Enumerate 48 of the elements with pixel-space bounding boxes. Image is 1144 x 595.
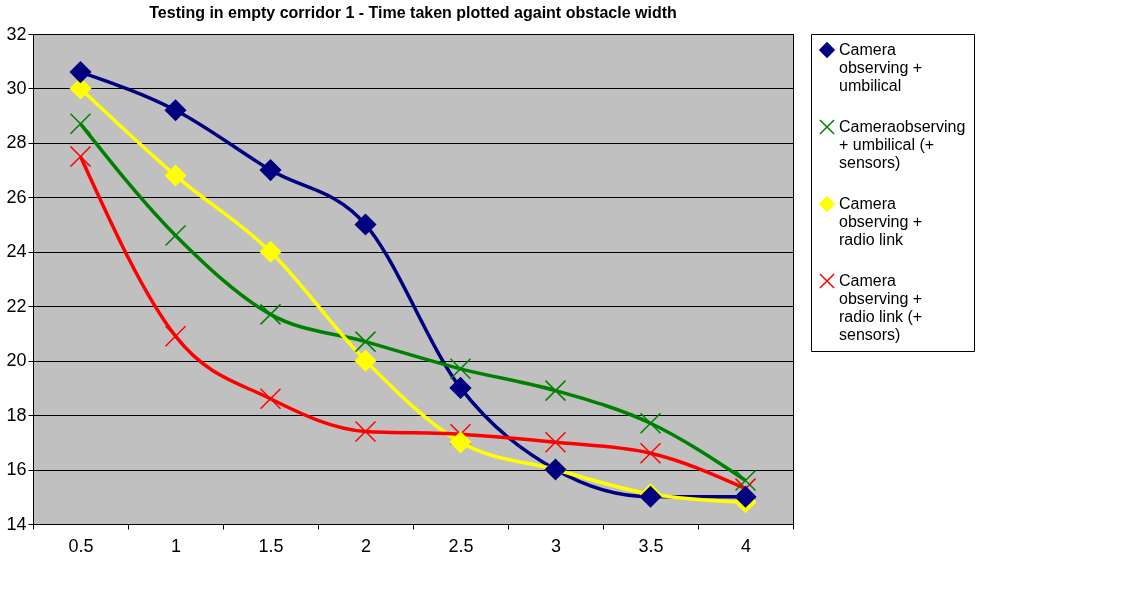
point xyxy=(354,330,377,353)
point xyxy=(544,431,567,454)
y-tick-label: 28 xyxy=(6,132,27,153)
point xyxy=(639,412,662,435)
point xyxy=(259,388,282,410)
point xyxy=(639,442,662,464)
point xyxy=(259,303,282,326)
x-tick-label: 3 xyxy=(550,535,562,556)
point xyxy=(449,431,472,454)
point xyxy=(164,325,187,347)
point xyxy=(259,241,282,263)
y-tick-label: 24 xyxy=(6,241,27,262)
x-tick-label: 3.5 xyxy=(638,535,664,556)
point xyxy=(449,358,472,380)
y-tick-label: 32 xyxy=(6,23,27,44)
legend-label: Camera observing + umbilical xyxy=(839,41,923,94)
point xyxy=(164,164,187,187)
y-tick-label: 26 xyxy=(6,186,27,207)
y-tick-label: 22 xyxy=(6,295,27,316)
y-tick-label: 30 xyxy=(6,77,27,98)
x-tick-label: 2 xyxy=(360,535,372,556)
chart-title: Testing in empty corridor 1 - Time taken plotted againt obstacle width xyxy=(149,4,677,21)
x-tick-label: 0.5 xyxy=(68,535,94,556)
y-tick-label: 14 xyxy=(6,513,27,534)
x-tick-label: 2.5 xyxy=(448,535,474,556)
point xyxy=(69,77,92,100)
point xyxy=(354,420,377,443)
point xyxy=(69,113,92,135)
legend-label: Camera observing + radio link (+ sensors) xyxy=(839,272,923,343)
y-tick-label: 18 xyxy=(6,404,27,425)
point xyxy=(259,159,282,181)
point xyxy=(544,379,567,402)
y-tick-label: 16 xyxy=(6,459,27,480)
point xyxy=(354,213,377,236)
x-tick-label: 4 xyxy=(740,535,752,556)
point xyxy=(449,423,472,445)
point xyxy=(69,61,92,83)
point xyxy=(449,377,472,399)
x-tick-label: 1 xyxy=(170,535,182,556)
y-tick-label: 20 xyxy=(6,350,27,371)
legend-label: Camera observing + radio link xyxy=(839,195,923,248)
point xyxy=(69,145,92,168)
point xyxy=(164,99,187,121)
point xyxy=(734,469,757,492)
point xyxy=(734,486,757,508)
legend-label: Cameraobserving + umbilical (+ sensors) xyxy=(839,118,966,171)
x-tick-label: 1.5 xyxy=(258,535,284,556)
point xyxy=(354,349,377,372)
